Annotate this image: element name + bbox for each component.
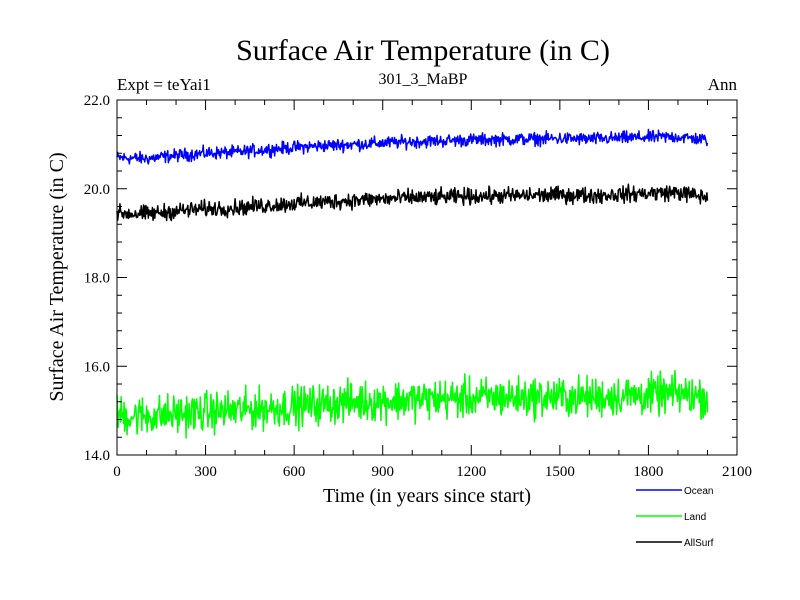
series-line-ocean (116, 128, 709, 165)
y-tick-label: 18.0 (84, 271, 110, 287)
chart-subtitle: 301_3_MaBP (379, 71, 468, 88)
series-line-allsurf (116, 183, 709, 222)
chart-title: Surface Air Temperature (in C) (236, 34, 610, 67)
x-tick-label: 1200 (456, 464, 486, 480)
experiment-label: Expt = teYai1 (117, 75, 211, 94)
x-tick-label: 2100 (722, 464, 752, 480)
series-group (116, 128, 709, 439)
y-tick-label: 20.0 (84, 182, 110, 198)
y-tick-label: 14.0 (84, 448, 110, 464)
legend-label-allsurf: AllSurf (684, 538, 714, 549)
x-tick-label: 900 (371, 464, 394, 480)
y-axis-label: Surface Air Temperature (in C) (46, 152, 68, 401)
series-line-land (116, 369, 709, 439)
axes-group: 0 300 600 900 1200 1500 1800 2100 14.0 16.0 18.0 20… (84, 93, 752, 480)
x-tick-label: 1800 (633, 464, 663, 480)
x-tick-label: 1500 (545, 464, 575, 480)
x-tick-label: 0 (113, 464, 121, 480)
y-tick-label: 16.0 (84, 359, 110, 375)
legend-label-ocean: Ocean (684, 486, 713, 497)
legend: Ocean Land AllSurf (636, 486, 714, 549)
x-tick-label: 300 (194, 464, 217, 480)
x-tick-label: 600 (283, 464, 306, 480)
season-label: Ann (708, 75, 738, 94)
y-tick-label: 22.0 (84, 93, 110, 109)
x-axis-label: Time (in years since start) (323, 485, 531, 507)
legend-label-land: Land (684, 512, 706, 523)
